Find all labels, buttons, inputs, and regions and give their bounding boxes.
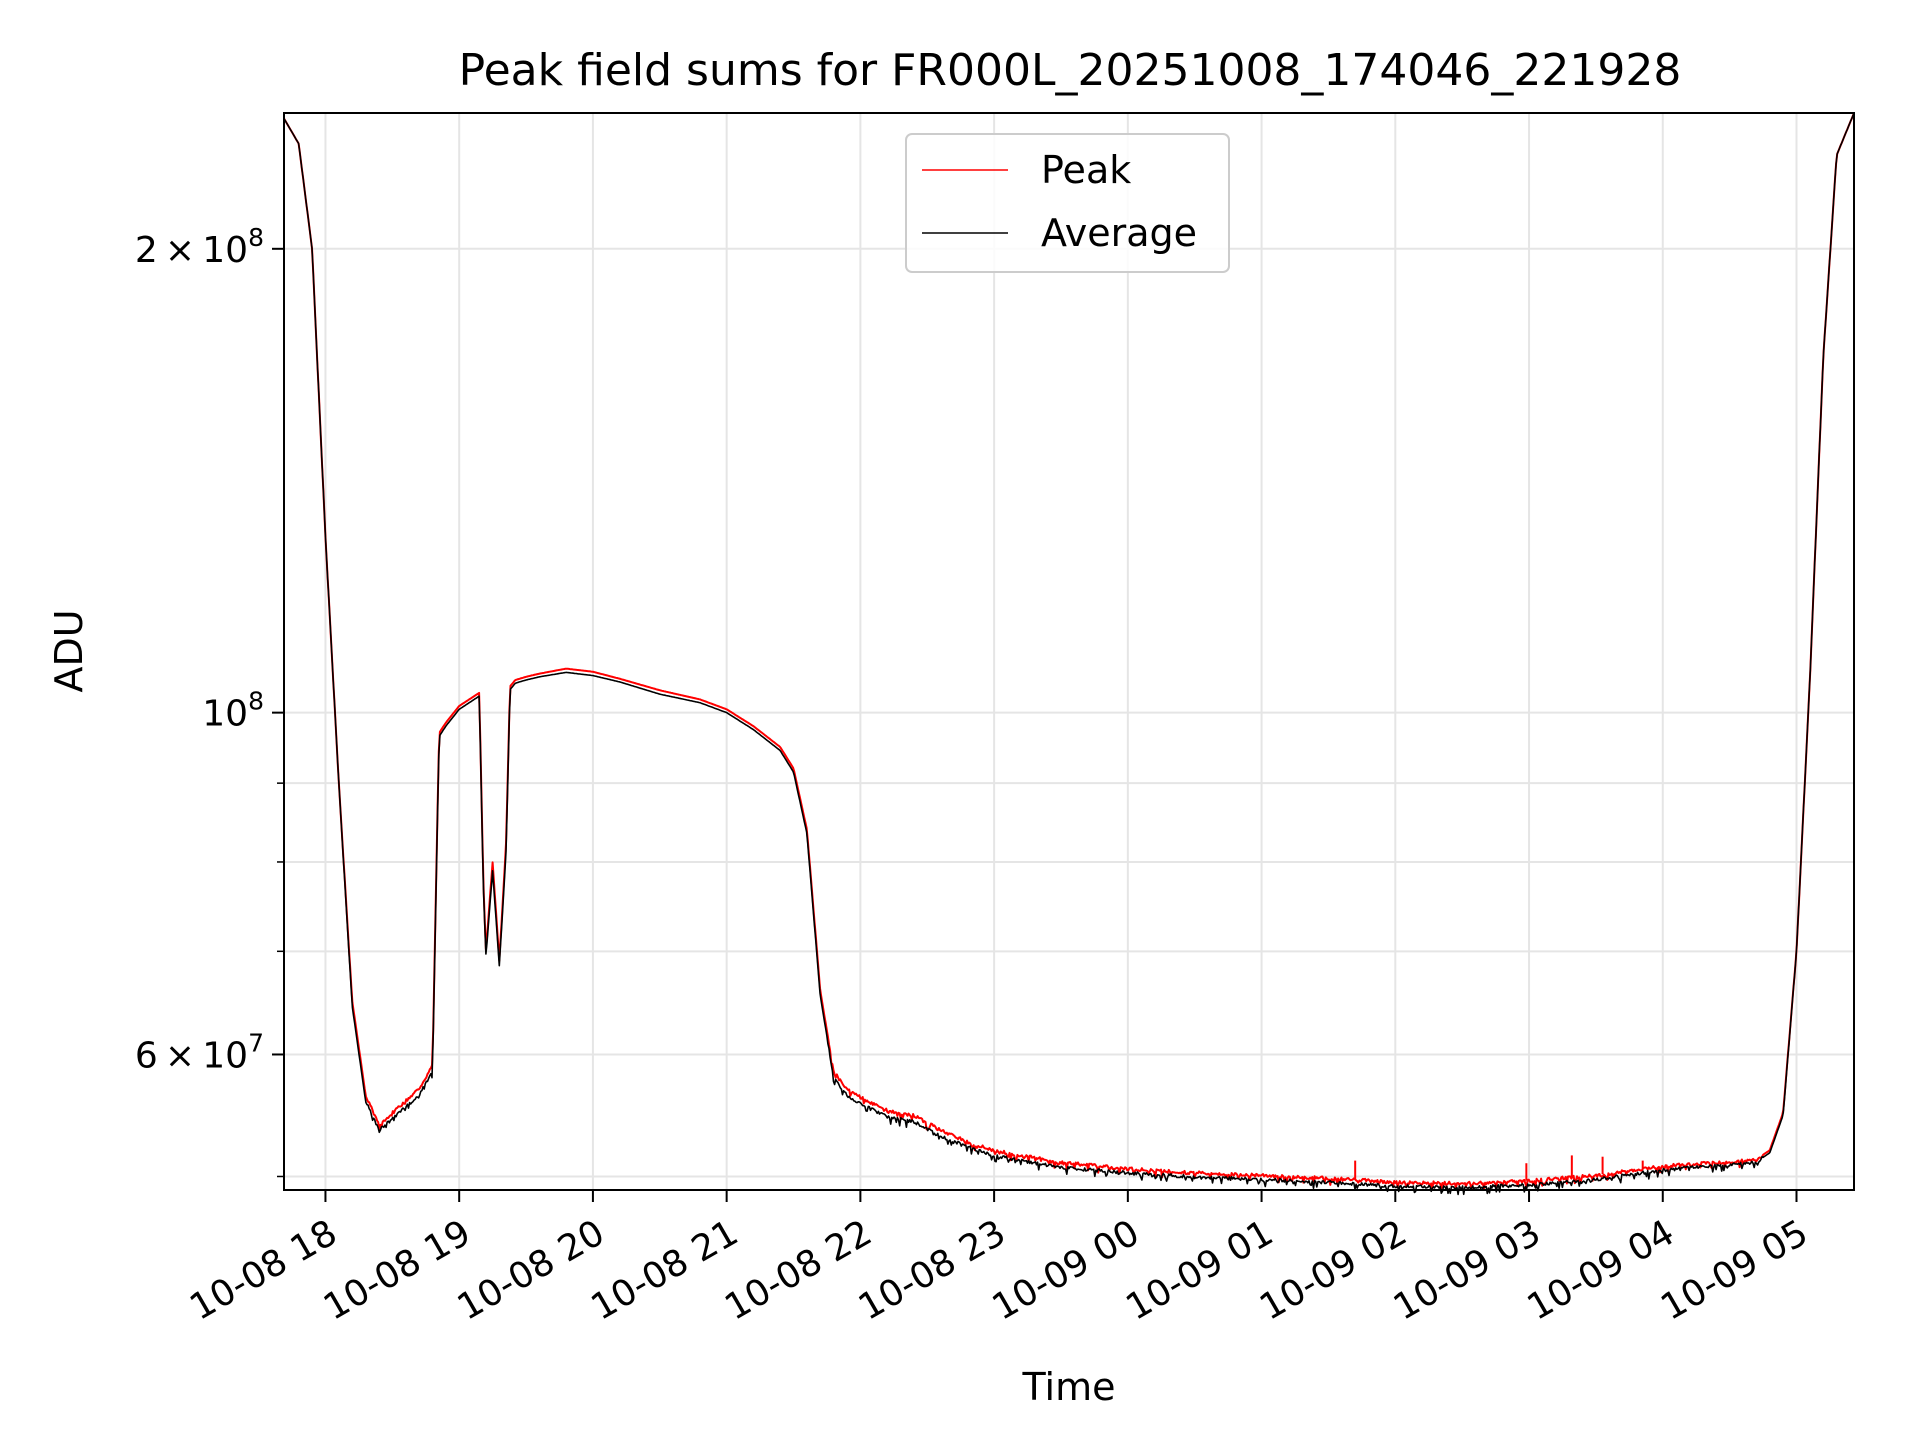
series-layer <box>283 112 1855 1196</box>
legend: Peak Average <box>905 133 1230 273</box>
y-axis: 6 × 107 108 2 × 108 <box>135 223 284 1178</box>
y-axis-label: ADU <box>47 609 91 692</box>
legend-box <box>905 133 1230 273</box>
series-line-average <box>283 112 1855 1196</box>
grid <box>284 113 1854 1190</box>
legend-label-peak: Peak <box>1041 148 1131 192</box>
plot-frame <box>283 112 1855 1191</box>
x-axis-label: Time <box>1022 1365 1116 1409</box>
chart-title: Peak field sums for FR000L_20251008_1740… <box>459 45 1682 96</box>
y-tick-label: 108 <box>202 687 264 735</box>
y-tick-label: 2 × 108 <box>135 223 264 271</box>
legend-label-average: Average <box>1041 211 1197 255</box>
y-tick-label: 6 × 107 <box>135 1028 264 1076</box>
